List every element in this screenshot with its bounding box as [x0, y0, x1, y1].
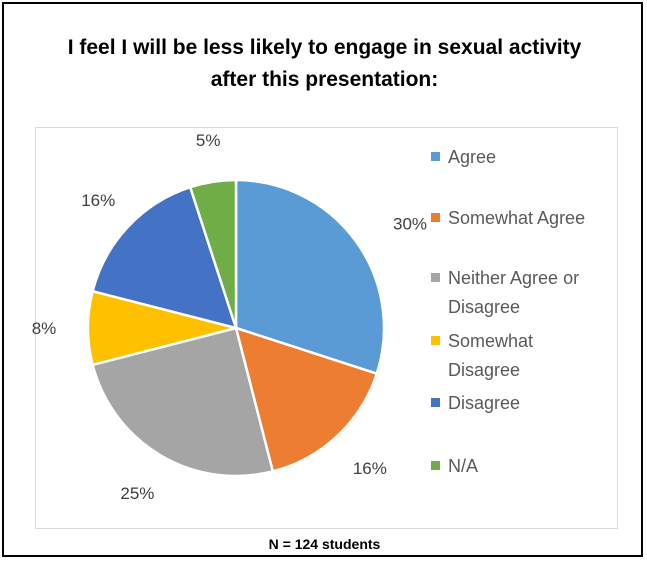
legend-swatch-2: [431, 213, 440, 222]
data-label-2: 16%: [353, 459, 387, 478]
legend-label-4-line-2: Disagree: [448, 360, 520, 380]
legend-label-3-line-1: Neither Agree or: [448, 268, 579, 288]
data-label-6: 5%: [196, 131, 221, 150]
data-label-1: 30%: [393, 214, 427, 233]
pie-slice-3: [91, 326, 275, 478]
legend-label-6: N/A: [448, 456, 478, 476]
legend-swatch-1: [431, 152, 440, 161]
legend-label-2: Somewhat Agree: [448, 208, 585, 228]
pie-slice-6: [188, 178, 238, 329]
data-label-5: 16%: [81, 191, 115, 210]
chart-title-line-2: after this presentation:: [210, 68, 439, 91]
pie-slice-1: [234, 178, 386, 376]
legend-label-4-line-1: Somewhat: [448, 331, 533, 351]
data-label-4: 8%: [32, 319, 57, 338]
legend-label-3-line-2: Disagree: [448, 297, 520, 317]
chart-title-line-1: I feel I will be less likely to engage i…: [67, 36, 582, 59]
chart-title: I feel I will be less likely to engage i…: [4, 32, 645, 96]
pie-slice-5: [91, 185, 238, 330]
legend-label-5: Disagree: [448, 393, 520, 413]
legend-swatch-3: [431, 273, 440, 282]
sample-size-note: N = 124 students: [268, 536, 381, 552]
legend-label-1: Agree: [448, 147, 496, 167]
data-label-3: 25%: [120, 484, 154, 503]
legend-swatch-4: [431, 336, 440, 345]
legend-swatch-6: [431, 461, 440, 470]
legend-swatch-5: [431, 398, 440, 407]
pie-slice-2: [234, 326, 379, 473]
